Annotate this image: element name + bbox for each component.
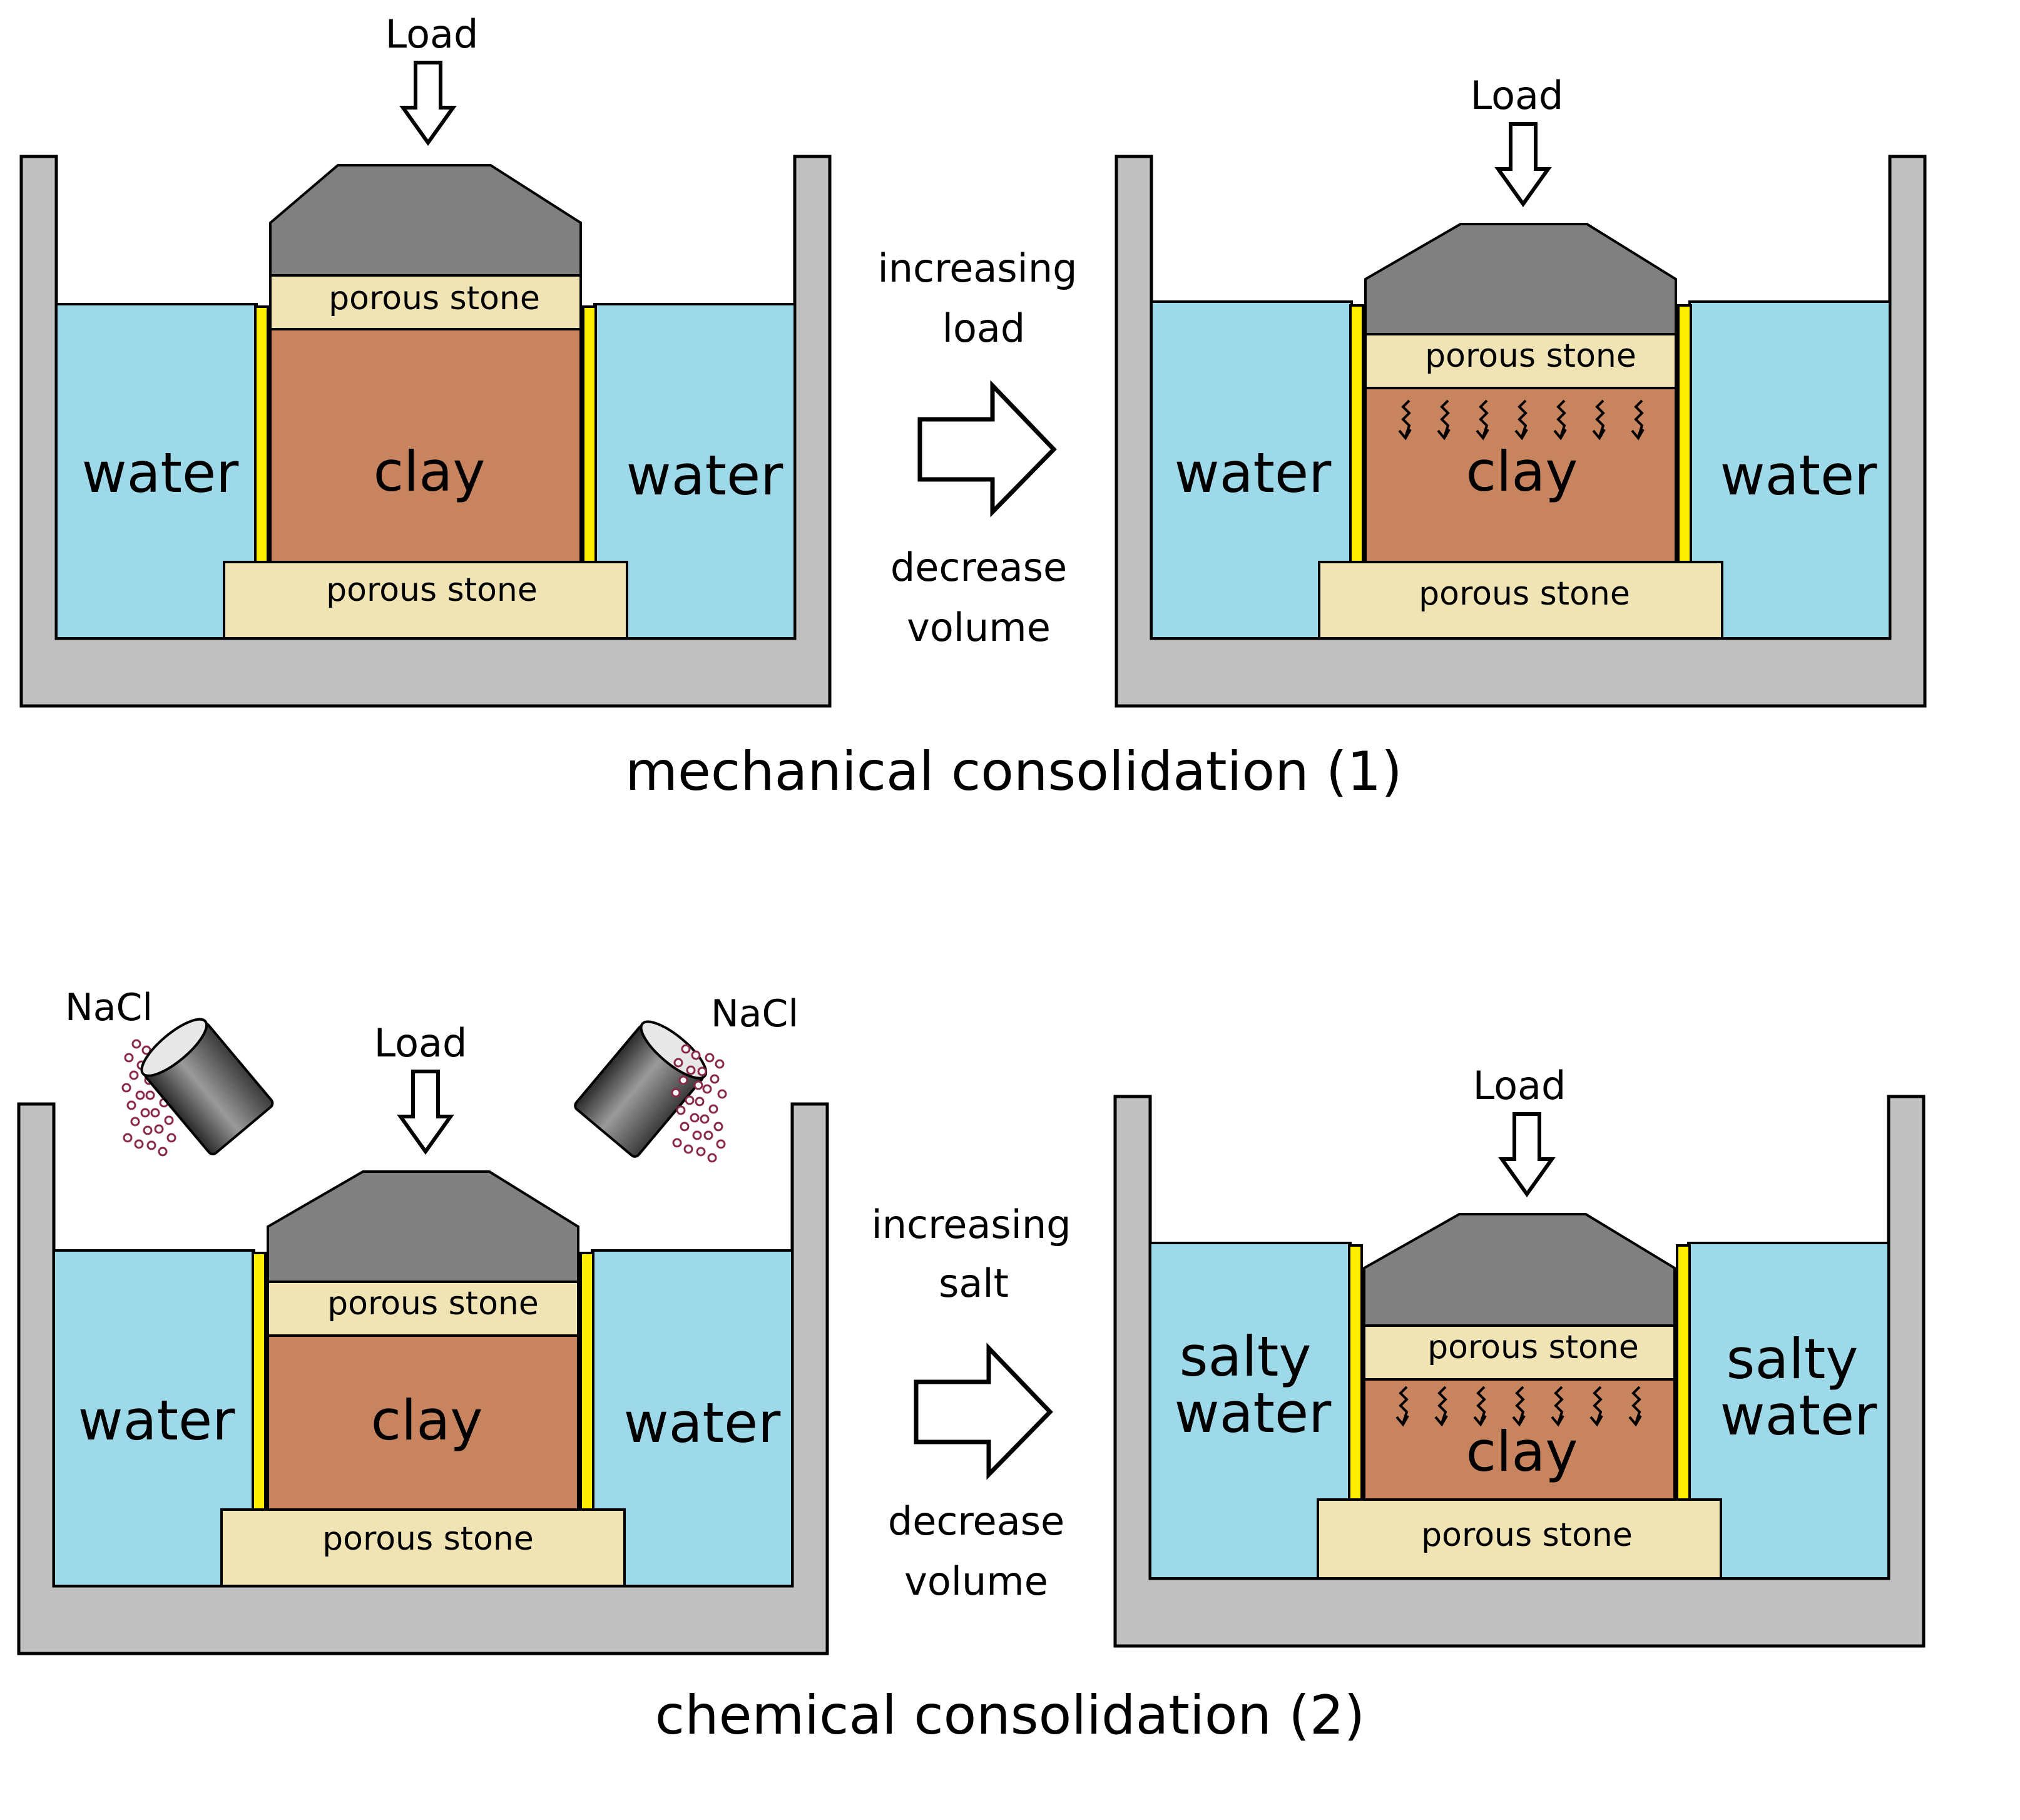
ring-right bbox=[1677, 304, 1692, 563]
arrow-text-line3: decrease bbox=[890, 544, 1067, 590]
top-porous-stone bbox=[1364, 333, 1677, 389]
caption-chemical: chemical consolidation (2) bbox=[655, 1684, 1365, 1747]
load-arrow bbox=[1494, 122, 1552, 208]
clay-label: clay bbox=[1466, 1419, 1578, 1484]
nacl-right-label: NaCl bbox=[711, 992, 798, 1036]
load-arrow bbox=[399, 61, 457, 146]
bottom-porous-stone bbox=[1318, 561, 1723, 640]
load-label: Load bbox=[385, 11, 479, 57]
clay-label: clay bbox=[374, 439, 486, 504]
salty-water-right-line1: salty bbox=[1727, 1327, 1859, 1391]
transition-arrow bbox=[917, 380, 1057, 518]
load-label: Load bbox=[1473, 1063, 1566, 1108]
clay-label: clay bbox=[371, 1388, 483, 1453]
nacl-left-label: NaCl bbox=[65, 986, 153, 1030]
water-left bbox=[1150, 300, 1353, 640]
water-right-label: water bbox=[626, 443, 784, 508]
transition-mechanical: increasing load decrease volume bbox=[877, 245, 1077, 650]
top-stone-label: porous stone bbox=[1425, 337, 1636, 375]
bottom-stone-label: porous stone bbox=[326, 571, 538, 609]
salty-water-right-line2: water bbox=[1720, 1383, 1878, 1448]
load-arrow bbox=[397, 1070, 454, 1155]
ring-left bbox=[1349, 304, 1364, 563]
transition-arrow bbox=[914, 1342, 1053, 1480]
panel-mechanical-before: Load porous stone clay porous stone wate… bbox=[19, 11, 832, 708]
salty-water-left-line2: water bbox=[1175, 1381, 1332, 1445]
water-left-label: water bbox=[78, 1388, 236, 1453]
panel-mechanical-after: Load porous stone clay porous stone wate… bbox=[1115, 73, 1927, 708]
loading-cap bbox=[269, 164, 582, 277]
arrow-text-line1: increasing bbox=[871, 1202, 1071, 1247]
bottom-porous-stone bbox=[223, 561, 628, 640]
arrow-text-line4: volume bbox=[904, 1558, 1048, 1604]
clay bbox=[267, 1334, 579, 1511]
caption-mechanical: mechanical consolidation (1) bbox=[625, 740, 1402, 803]
top-stone-label: porous stone bbox=[1427, 1329, 1639, 1366]
water-left-label: water bbox=[82, 441, 240, 505]
loading-cap bbox=[1364, 223, 1677, 335]
transition-chemical: increasing salt decrease volume bbox=[871, 1202, 1071, 1604]
loading-cap bbox=[267, 1170, 579, 1283]
salt-can-left-icon bbox=[140, 1018, 274, 1155]
ring-left bbox=[1348, 1244, 1363, 1501]
clay bbox=[269, 328, 582, 563]
salty-water-left-line1: salty bbox=[1180, 1324, 1312, 1389]
arrow-text-line1: increasing bbox=[877, 245, 1077, 291]
ring-right bbox=[579, 1252, 594, 1511]
salt-can-right-icon bbox=[574, 1020, 708, 1158]
ring-right bbox=[582, 305, 597, 563]
arrow-text-line3: decrease bbox=[888, 1498, 1064, 1544]
ring-left bbox=[254, 305, 269, 563]
load-label: Load bbox=[1471, 73, 1564, 118]
clay-label: clay bbox=[1466, 439, 1578, 504]
bottom-stone-label: porous stone bbox=[1421, 1516, 1633, 1554]
bottom-porous-stone bbox=[220, 1508, 626, 1587]
water-right-label: water bbox=[624, 1391, 782, 1455]
salt-shaker-left: NaCl bbox=[65, 986, 274, 1157]
top-stone-label: porous stone bbox=[327, 1285, 539, 1322]
ring-left bbox=[252, 1252, 267, 1511]
top-porous-stone bbox=[1363, 1324, 1676, 1381]
salt-shaker-right: NaCl bbox=[574, 992, 798, 1163]
bottom-porous-stone bbox=[1317, 1498, 1722, 1580]
load-arrow bbox=[1498, 1112, 1556, 1198]
bottom-stone-label: porous stone bbox=[322, 1520, 534, 1558]
top-stone-label: porous stone bbox=[329, 280, 540, 317]
panel-chemical-before: Load porous stone clay porous stone wate… bbox=[17, 986, 829, 1655]
arrow-text-line2: load bbox=[942, 305, 1026, 351]
top-porous-stone bbox=[269, 274, 582, 330]
water-left-label: water bbox=[1175, 441, 1332, 505]
ring-right bbox=[1676, 1244, 1691, 1501]
arrow-text-line4: volume bbox=[907, 605, 1051, 650]
water-right-label: water bbox=[1720, 443, 1878, 508]
top-porous-stone bbox=[267, 1281, 579, 1337]
arrow-text-line2: salt bbox=[939, 1260, 1009, 1306]
load-label: Load bbox=[374, 1020, 467, 1066]
loading-cap bbox=[1363, 1213, 1676, 1327]
panel-chemical-after: Load porous stone clay porous stone salt… bbox=[1113, 1063, 1926, 1648]
bottom-stone-label: porous stone bbox=[1419, 575, 1630, 613]
